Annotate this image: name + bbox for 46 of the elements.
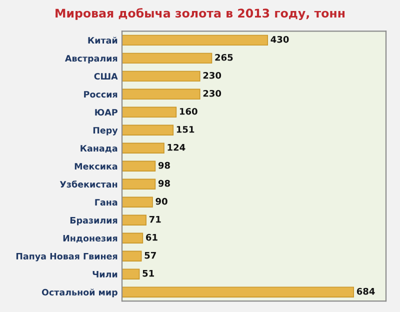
data-label: 124 [168,144,186,151]
data-label: 265 [215,54,233,61]
bar [122,286,354,298]
data-label: 230 [203,90,222,97]
y-tick-label: США [94,73,118,80]
y-tick-label: Остальной мир [42,288,118,298]
data-label: 61 [146,234,158,241]
bar [122,52,212,64]
y-tick-label: Австралия [64,55,118,64]
data-label: 684 [356,288,375,295]
bar [122,142,164,154]
bar [122,70,200,82]
y-tick-label: Бразилия [70,217,118,226]
bar [122,178,156,190]
bar [122,268,140,280]
bar [122,124,174,136]
bar [122,88,200,100]
bar [122,160,156,172]
data-label: 98 [158,180,170,187]
y-tick-label: ЮАР [95,108,118,116]
data-label: 57 [144,252,156,259]
bar [122,250,142,262]
data-label: 230 [203,72,222,79]
y-tick-label: Гана [95,199,118,206]
y-tick-label: Папуа Новая Гвинея [16,253,118,262]
y-tick-label: Россия [84,91,118,98]
chart-title: Мировая добыча золота в 2013 году, тонн [56,8,345,20]
data-label: 430 [270,36,289,43]
y-tick-label: Мексика [74,163,118,170]
bar [122,196,153,208]
y-tick-label: Индонезия [63,235,118,243]
data-label: 151 [176,126,194,133]
data-label: 160 [180,108,198,115]
bar [122,34,268,46]
y-tick-label: Узбекистан [60,180,118,188]
bar [122,214,146,226]
y-tick-label: Канада [80,145,118,153]
data-label: 90 [156,198,168,205]
y-tick-label: Перу [93,127,118,136]
data-label: 51 [142,270,154,277]
data-label: 71 [149,216,161,223]
bar [122,106,177,118]
y-tick-label: Китай [88,36,118,44]
y-tick-label: Чили [92,271,118,278]
bar [122,232,144,244]
data-label: 98 [158,162,170,169]
